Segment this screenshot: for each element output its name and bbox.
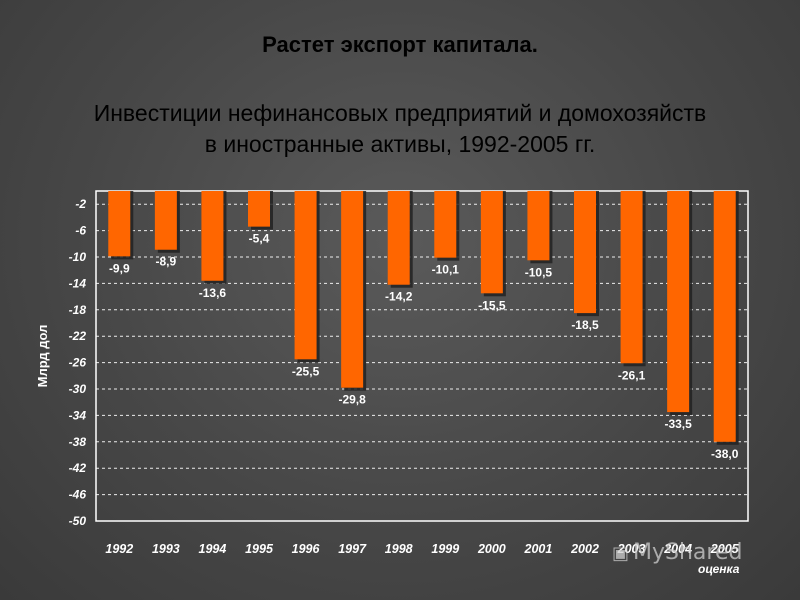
y-tick-label: -26 (69, 356, 87, 370)
bar (294, 191, 317, 360)
y-tick-label: -34 (69, 408, 87, 422)
data-label: -18,5 (571, 318, 599, 332)
x-tick-label: 1998 (385, 542, 413, 556)
subtitle-line-2: в иностранные активы, 1992-2005 гг. (204, 131, 596, 157)
y-tick-label: -22 (69, 329, 87, 343)
x-tick-label: 2001 (524, 542, 553, 556)
y-tick-label: -42 (69, 461, 87, 475)
bar (434, 191, 457, 258)
bar (248, 191, 270, 227)
data-label: -10,1 (432, 263, 460, 277)
bar (108, 191, 131, 257)
bar (154, 191, 177, 250)
y-tick-label: -18 (69, 303, 87, 317)
x-tick-label: 1999 (431, 542, 459, 556)
estimate-note: оценка (698, 562, 740, 576)
chart-subtitle: Инвестиции нефинансовых предприятий и до… (0, 98, 800, 160)
y-tick-label: -30 (69, 382, 87, 396)
y-tick-label: -14 (69, 276, 87, 290)
bar (387, 191, 410, 285)
bar (667, 191, 690, 413)
chart-title: Растет экспорт капитала. (262, 32, 538, 57)
data-label: -14,2 (385, 290, 413, 304)
data-label: -8,9 (156, 255, 177, 269)
bar (201, 191, 224, 281)
data-label: -5,4 (249, 232, 270, 246)
watermark-logo: ▣ MyShared (612, 540, 742, 565)
y-tick-label: -50 (69, 514, 87, 528)
data-label: -13,6 (199, 286, 227, 300)
bar (341, 191, 364, 388)
bar (620, 191, 643, 364)
x-tick-label: 1997 (338, 542, 367, 556)
data-label: -9,9 (109, 261, 130, 275)
x-tick-label: 2004 (663, 542, 692, 556)
plot-area (95, 190, 749, 522)
data-label: -15,5 (478, 298, 506, 312)
x-tick-label: 1995 (245, 542, 274, 556)
bar (527, 191, 550, 261)
watermark-text: MyShared (633, 540, 743, 565)
y-tick-label: -46 (69, 488, 87, 502)
y-tick-label: -38 (69, 435, 87, 449)
y-tick-label: -6 (75, 224, 86, 238)
data-label: -10,5 (525, 265, 553, 279)
x-tick-label: 1993 (152, 542, 180, 556)
logo-icon: ▣ (612, 543, 630, 564)
y-tick-label: -2 (75, 197, 86, 211)
data-label: -33,5 (664, 417, 692, 431)
data-label: -38,0 (711, 447, 739, 461)
x-tick-label: 1996 (292, 542, 321, 556)
x-tick-label: 2005 (710, 542, 740, 556)
x-tick-label: 2003 (617, 542, 646, 556)
data-label: -26,1 (618, 368, 646, 382)
bar (574, 191, 596, 314)
x-tick-label: 1992 (105, 542, 133, 556)
x-tick-label: 2002 (570, 542, 599, 556)
y-axis-label: Млрд дол (35, 325, 50, 388)
data-label: -29,8 (338, 393, 366, 407)
x-tick-label: 2000 (477, 542, 506, 556)
bar (480, 191, 503, 294)
data-label: -25,5 (292, 364, 320, 378)
y-tick-label: -10 (69, 250, 87, 264)
subtitle-line-1: Инвестиции нефинансовых предприятий и до… (93, 100, 707, 126)
bar (713, 191, 736, 442)
x-tick-label: 1994 (199, 542, 227, 556)
